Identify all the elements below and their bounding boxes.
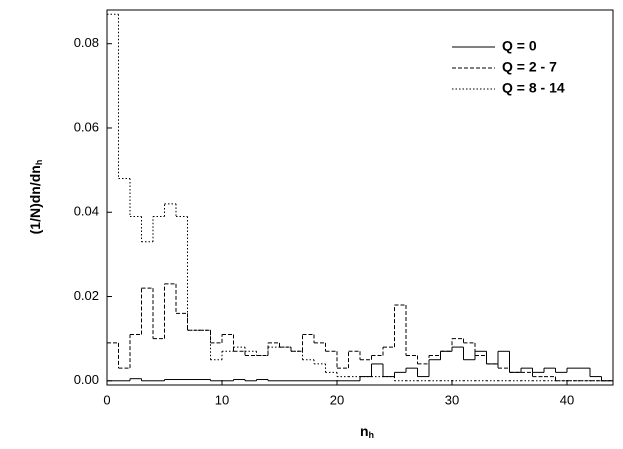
x-axis-label: nh — [360, 423, 374, 441]
y-tick-label: 0.02 — [74, 288, 99, 303]
y-label-main: (1/N)dn/dn — [27, 165, 43, 234]
x-tick-label: 0 — [103, 392, 110, 407]
y-label-sub: h — [34, 160, 44, 166]
legend-label: Q = 0 — [502, 38, 537, 54]
y-tick-label: 0.00 — [74, 372, 99, 387]
legend-label: Q = 8 - 14 — [502, 80, 565, 96]
y-axis-label: (1/N)dn/dnh — [27, 160, 45, 235]
y-tick-label: 0.04 — [74, 204, 99, 219]
x-tick-label: 20 — [330, 392, 344, 407]
x-tick-label: 40 — [560, 392, 574, 407]
y-tick-label: 0.08 — [74, 35, 99, 50]
x-tick-label: 30 — [445, 392, 459, 407]
y-tick-label: 0.06 — [74, 119, 99, 134]
x-tick-label: 10 — [215, 392, 229, 407]
x-label-main: n — [360, 423, 369, 439]
plot-frame — [106, 9, 614, 386]
x-label-sub: h — [369, 430, 375, 440]
legend-label: Q = 2 - 7 — [502, 59, 557, 75]
